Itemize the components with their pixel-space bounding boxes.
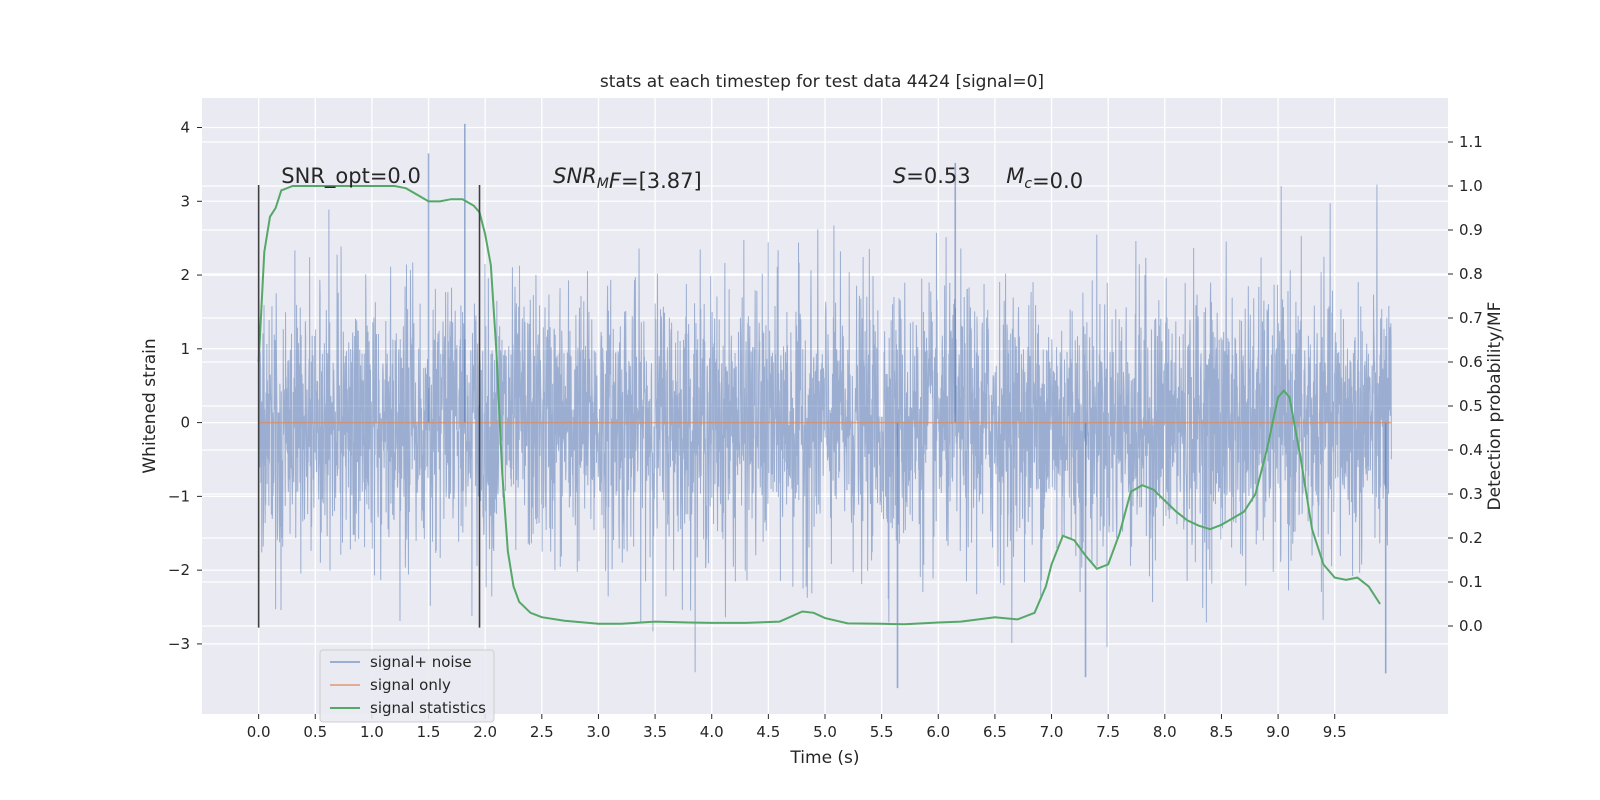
y-right-tick-label-11: 0.0 — [1459, 617, 1483, 635]
legend-box — [319, 649, 495, 723]
x-axis-label: Time (s) — [789, 748, 859, 768]
y-tick-label-2: 2 — [180, 266, 190, 284]
series-signal-statistics-line — [257, 185, 1381, 626]
y-right-tick-label-2: 0.9 — [1459, 221, 1483, 239]
x-tick-label-16: 8.0 — [1153, 723, 1177, 741]
x-tick-label-6: 3.0 — [587, 723, 611, 741]
annotations: SNR_opt=0.0 SNRMF=[3.87] S=0.53 Mc=0.0 — [281, 164, 1083, 193]
chart-title: stats at each timestep for test data 442… — [600, 72, 1044, 92]
x-tick-label-14: 7.0 — [1040, 723, 1064, 741]
legend: signal+ noise signal only signal statist… — [319, 649, 495, 723]
legend-label-signal-statistics: signal statistics — [370, 699, 486, 717]
y-tick-label-5: −1 — [168, 487, 190, 505]
legend-label-signal-noise: signal+ noise — [370, 653, 472, 671]
y-right-tick-label-9: 0.2 — [1459, 529, 1483, 547]
x-tick-label-17: 8.5 — [1210, 723, 1234, 741]
x-tick-label-8: 4.0 — [700, 723, 724, 741]
annotation-0: SNR_opt=0.0 — [281, 164, 421, 189]
x-tick-label-9: 4.5 — [756, 723, 780, 741]
annotation-3: Mc=0.0 — [1006, 164, 1083, 193]
x-tick-label-12: 6.0 — [926, 723, 950, 741]
x-tick-label-18: 9.0 — [1266, 723, 1290, 741]
y-right-tick-label-1: 1.0 — [1459, 177, 1483, 195]
series-signal-noise-path — [258, 184, 1392, 673]
y-right-tick-label-4: 0.7 — [1459, 309, 1483, 327]
y-tick-label-0: 4 — [180, 119, 190, 137]
x-tick-label-11: 5.5 — [870, 723, 894, 741]
x-tick-label-4: 2.0 — [473, 723, 497, 741]
x-tick-label-0: 0.0 — [247, 723, 271, 741]
y-right-tick-label-8: 0.3 — [1459, 485, 1483, 503]
annotation-2: S=0.53 — [893, 164, 971, 188]
y-tick-label-6: −2 — [168, 561, 190, 579]
y-tick-label-7: −3 — [168, 635, 190, 653]
y-right-tick-label-5: 0.6 — [1459, 353, 1483, 371]
y-axis-label: Whitened strain — [140, 338, 160, 473]
x-tick-label-5: 2.5 — [530, 723, 554, 741]
x-tick-label-13: 6.5 — [983, 723, 1007, 741]
y-tick-label-4: 0 — [180, 414, 190, 432]
y-right-tick-label-3: 0.8 — [1459, 265, 1483, 283]
y-axis-ticks: 4 3 2 1 0 −1 −2 −3 — [168, 119, 202, 653]
y-right-tick-label-0: 1.1 — [1459, 133, 1483, 151]
y-tick-label-3: 1 — [180, 340, 190, 358]
y-axis-right-label: Detection probability/MF — [1485, 302, 1505, 511]
x-tick-label-1: 0.5 — [303, 723, 327, 741]
x-tick-label-3: 1.5 — [417, 723, 441, 741]
y-right-tick-label-10: 0.1 — [1459, 573, 1483, 591]
x-tick-label-2: 1.0 — [360, 723, 384, 741]
x-axis-ticks: 0.0 0.5 1.0 1.5 2.0 2.5 3.0 3.5 4.0 4.5 5.0 5.5 6.0 6… — [247, 714, 1347, 741]
x-tick-label-10: 5.0 — [813, 723, 837, 741]
x-tick-label-7: 3.5 — [643, 723, 667, 741]
x-tick-label-15: 7.5 — [1096, 723, 1120, 741]
series-lines — [257, 185, 1392, 626]
series-signal-noise — [258, 123, 1392, 689]
y-axis-right-ticks: 1.1 1.0 0.9 0.8 0.7 0.6 0.5 0.4 0.3 0.2 0.1 0.0 — [1448, 133, 1483, 635]
legend-label-signal-only: signal only — [370, 676, 451, 694]
vertical-markers — [257, 185, 481, 628]
y-right-tick-label-7: 0.4 — [1459, 441, 1483, 459]
y-right-tick-label-6: 0.5 — [1459, 397, 1483, 415]
x-tick-label-19: 9.5 — [1323, 723, 1347, 741]
y-tick-label-1: 3 — [180, 192, 190, 210]
annotation-1: SNRMF=[3.87] — [553, 164, 702, 193]
